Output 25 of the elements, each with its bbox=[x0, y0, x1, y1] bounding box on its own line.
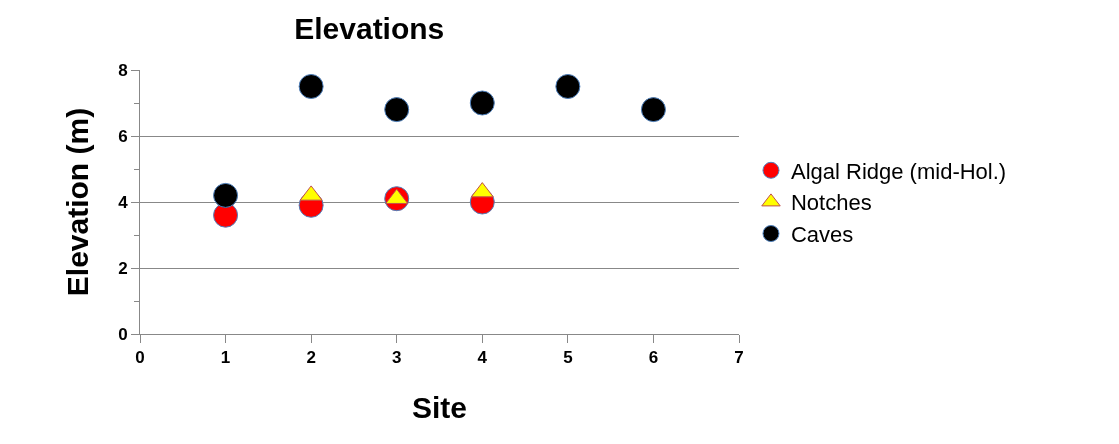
y-tick-label: 4 bbox=[118, 192, 129, 212]
x-axis-title: Site bbox=[411, 390, 468, 424]
x-tick-label: 3 bbox=[391, 348, 402, 368]
chart-title: Elevations bbox=[294, 11, 445, 45]
point bbox=[555, 74, 581, 99]
x-tick-label: 7 bbox=[734, 348, 744, 368]
x-tick-label: 5 bbox=[563, 348, 573, 368]
point bbox=[640, 97, 666, 123]
y-tick-label: 8 bbox=[118, 60, 128, 80]
legend-label: Notches bbox=[790, 190, 872, 216]
point bbox=[298, 74, 324, 99]
legend-label: Algal Ridge (mid-Hol.) bbox=[790, 158, 1007, 184]
x-tick-label: 2 bbox=[306, 348, 316, 368]
y-tick-label: 0 bbox=[118, 324, 128, 344]
point bbox=[213, 182, 239, 208]
legend-label: Caves bbox=[790, 222, 854, 248]
x-tick-label: 1 bbox=[220, 348, 231, 368]
x-tick-label: 4 bbox=[477, 348, 488, 368]
point bbox=[384, 97, 410, 123]
y-tick-label: 6 bbox=[118, 126, 128, 146]
y-tick-label: 2 bbox=[118, 258, 128, 278]
point bbox=[469, 90, 495, 116]
y-axis-title: Elevation (m) bbox=[61, 107, 95, 297]
x-tick-label: 6 bbox=[648, 348, 659, 368]
x-tick-label: 0 bbox=[135, 348, 145, 368]
